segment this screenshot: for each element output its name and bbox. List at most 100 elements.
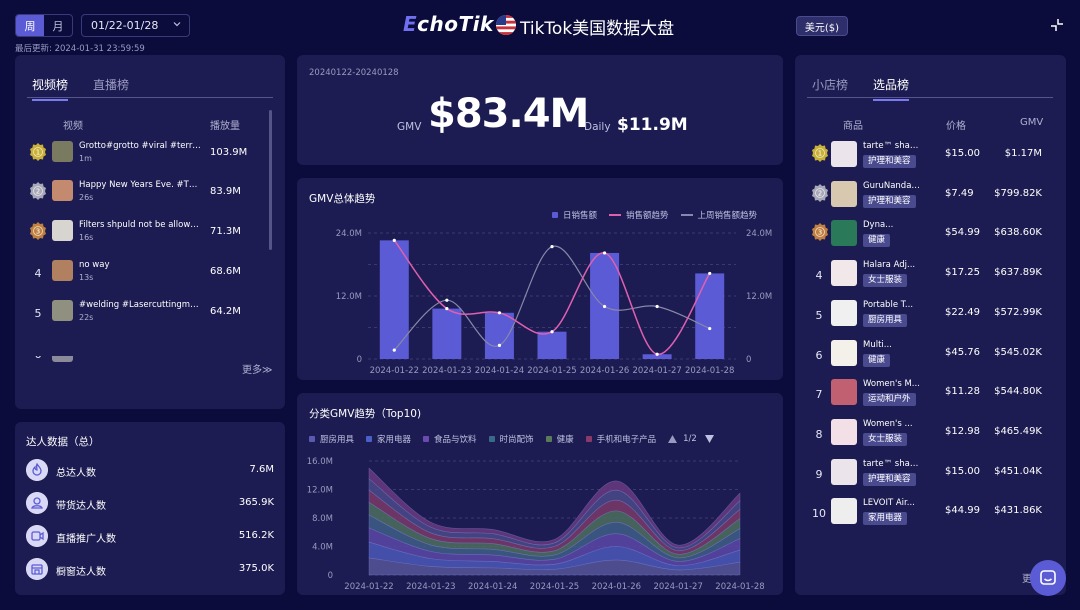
product-name[interactable]: Multi... (863, 339, 892, 350)
period-week-button[interactable]: 周 (16, 15, 44, 36)
x-tick-label: 2024-01-23 (422, 366, 471, 376)
area-series[interactable] (368, 557, 741, 576)
point (655, 304, 659, 309)
video-more-link[interactable]: 更多≫ (242, 365, 273, 376)
currency-select[interactable]: 美元($) (796, 16, 848, 36)
bar[interactable] (484, 312, 514, 359)
bar[interactable] (379, 240, 409, 359)
legend-item-cat[interactable]: 厨房用具 (309, 433, 354, 445)
legend-item-trend[interactable]: 销售额趋势 (609, 209, 669, 221)
video-title[interactable]: no way (79, 260, 110, 270)
y-tick-label-right: 24.0M (746, 229, 772, 239)
product-name[interactable]: GuruNanda ... (863, 180, 921, 191)
table-row[interactable]: 8 Women's ... 女士服装 $12.98 $465.49K (812, 418, 1052, 451)
table-row[interactable]: 4 no way 13s 68.6M (30, 260, 270, 286)
bar[interactable] (537, 331, 567, 359)
chat-button[interactable] (1030, 560, 1066, 596)
legend-next-icon[interactable] (704, 435, 714, 443)
point (445, 307, 449, 311)
gmv-trend-legend: 日销售额 销售额趋势 上周销售额趋势 (552, 209, 769, 221)
table-row[interactable]: 7 Women's M... 运动和户外 $11.28 $544.80K (812, 379, 1052, 411)
video-thumbnail[interactable] (52, 260, 73, 281)
bar[interactable] (695, 273, 725, 359)
tab-divider (27, 97, 273, 98)
stat-value: 7.6M (249, 464, 274, 475)
scrollbar[interactable] (269, 110, 272, 250)
table-row[interactable]: 3 Dyna... 健康 $54.99 $638.60K (812, 220, 1052, 252)
category-badge: 女士服装 (863, 274, 908, 288)
video-thumbnail[interactable] (52, 300, 73, 321)
table-row[interactable]: 5 Portable T... 厨房用具 $22.49 $572.99K (812, 299, 1052, 332)
product-name[interactable]: tarte™ shap... (863, 458, 921, 469)
legend-item-cat[interactable]: 健康 (545, 433, 574, 445)
product-image[interactable] (831, 141, 857, 167)
tab-product-ranking[interactable]: 选品榜 (873, 76, 910, 101)
echotik-logo: EchoTik (403, 12, 494, 36)
x-tick-label: 2024-01-23 (406, 582, 455, 592)
product-name[interactable]: LEVOIT Air... (863, 498, 915, 509)
svg-text:1: 1 (818, 150, 822, 158)
legend-item-cat[interactable]: 家用电器 (366, 433, 411, 445)
product-image[interactable] (831, 418, 857, 445)
legend-item-cat[interactable]: 时尚配饰 (488, 433, 534, 445)
product-image[interactable] (831, 180, 857, 207)
table-row[interactable]: 4 Halara Adj... 女士服装 $17.25 $637.89K (812, 260, 1052, 292)
storefront-icon (26, 558, 48, 580)
video-title[interactable]: Happy New Years Eve. #The... (79, 180, 201, 190)
table-row[interactable]: 3 Filters shpuld not be allowe... 16s 71.3M (30, 220, 270, 246)
table-row[interactable]: 2 Happy New Years Eve. #The... 26s 83.9M (30, 180, 270, 206)
table-row[interactable]: 2 GuruNanda ... 护理和美容 $7.49 $799.82K (812, 180, 1052, 213)
video-duration: 1m (79, 154, 92, 163)
table-row[interactable]: 5 #welding #Lasercuttingmac... 22s 64.2M (30, 300, 270, 326)
bar[interactable] (432, 308, 462, 359)
legend-item-daily[interactable]: 日销售额 (552, 209, 597, 221)
product-name[interactable]: Portable T... (863, 299, 914, 310)
product-image[interactable] (831, 220, 857, 247)
x-tick-label: 2024-01-27 (653, 582, 702, 592)
page-title: TikTok美国数据大盘 (520, 19, 675, 39)
tab-live-ranking[interactable]: 直播榜 (93, 78, 130, 92)
product-image[interactable] (831, 299, 857, 326)
stat-value: 516.2K (238, 530, 274, 541)
legend-item-cat[interactable]: 食品与饮料 (423, 433, 477, 445)
product-image[interactable] (831, 379, 857, 406)
product-name[interactable]: Women's M... (863, 379, 920, 390)
product-name[interactable]: Women's ... (863, 418, 913, 429)
product-name[interactable]: tarte™ shap... (863, 141, 921, 151)
table-row[interactable]: 6 Multi... 健康 $45.76 $545.02K (812, 339, 1052, 372)
table-row[interactable]: 1 Grotto#grotto #viral #terror... 1m 103.9M (30, 141, 270, 167)
product-image[interactable] (831, 498, 857, 525)
tab-video-ranking[interactable]: 视频榜 (32, 76, 69, 101)
product-image[interactable] (831, 339, 857, 366)
legend-prev-icon[interactable] (668, 435, 678, 443)
video-thumbnail[interactable] (52, 220, 73, 241)
legend-item-last-week[interactable]: 上周销售额趋势 (680, 209, 757, 221)
product-name[interactable]: Dyna... (863, 220, 894, 231)
point (392, 348, 396, 352)
category-badge: 护理和美容 (863, 194, 916, 208)
collapse-screen-icon[interactable] (1050, 18, 1064, 32)
product-price: $44.99 (945, 505, 980, 517)
product-gmv: $451.04K (994, 465, 1042, 477)
product-image[interactable] (831, 458, 857, 485)
table-row[interactable]: 10 LEVOIT Air... 家用电器 $44.99 $431.86K (812, 498, 1052, 530)
video-thumbnail[interactable] (52, 141, 73, 162)
legend-item-cat[interactable]: 手机和电子产品 (585, 433, 656, 445)
product-name[interactable]: Halara Adj... (863, 260, 916, 271)
video-title[interactable]: #welding #Lasercuttingmac... (79, 300, 201, 310)
tab-shop-ranking[interactable]: 小店榜 (812, 78, 849, 92)
video-title[interactable]: Grotto#grotto #viral #terror... (79, 141, 201, 151)
period-month-button[interactable]: 月 (52, 19, 64, 33)
table-row[interactable]: 9 tarte™ shap... 护理和美容 $15.00 $451.04K (812, 458, 1052, 491)
bar[interactable] (642, 354, 672, 359)
video-duration: 22s (79, 313, 94, 322)
product-image[interactable] (831, 260, 857, 287)
last-update: 最后更新: 2024-01-31 23:59:59 (15, 44, 145, 54)
table-row[interactable]: 1 tarte™ shap... 护理和美容 $15.00 $1.17M (812, 141, 1052, 173)
category-badge: 护理和美容 (863, 472, 916, 486)
category-badge: 厨房用具 (863, 313, 908, 327)
video-thumbnail[interactable] (52, 180, 73, 201)
video-title[interactable]: Filters shpuld not be allowe... (79, 220, 201, 230)
date-range-select[interactable]: 01/22-01/28 (81, 14, 190, 37)
product-gmv: $431.86K (994, 505, 1042, 517)
